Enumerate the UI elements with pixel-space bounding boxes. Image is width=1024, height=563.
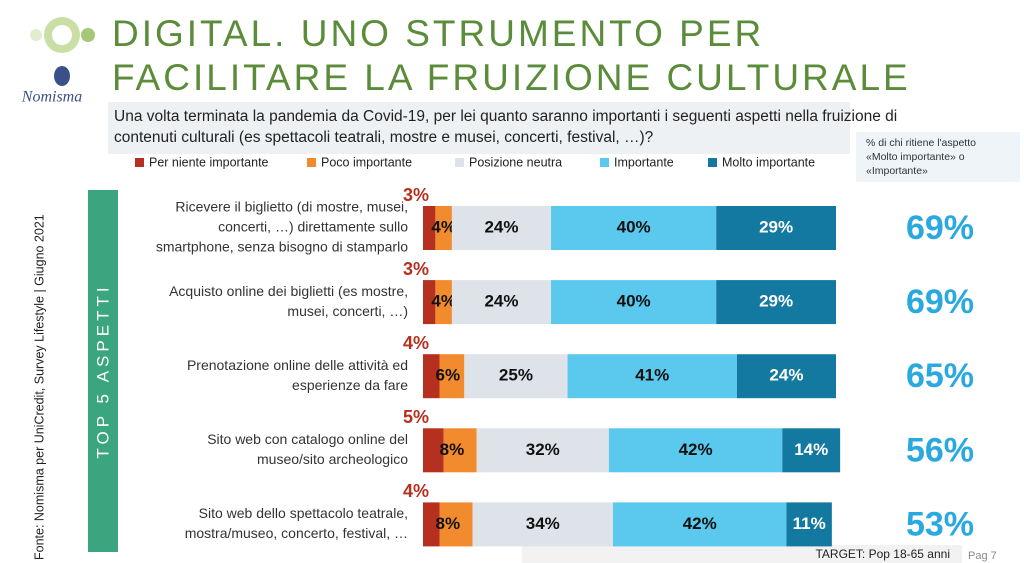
category-label: Sito web con catalogo online del [207, 431, 408, 447]
bar-segment [608, 428, 783, 473]
value-label: 42% [683, 514, 717, 533]
bar-segment [612, 502, 787, 547]
category-label: musei, concerti, …) [287, 303, 408, 319]
legend-label: Per niente importante [149, 155, 269, 169]
top2-value: 69% [906, 209, 974, 247]
value-label: 41% [635, 366, 669, 385]
bar-segment [476, 428, 609, 473]
bar-segment [423, 280, 436, 325]
logo-text: Nomisma [21, 89, 82, 106]
source: Fonte: Nomisma per UniCredit, Survey Lif… [32, 214, 46, 560]
bar-segment [439, 502, 473, 547]
value-label: 6% [436, 366, 461, 385]
subtitle-band [108, 102, 850, 154]
note-line: % di chi ritiene l'aspetto [866, 137, 976, 149]
logo-mark [30, 17, 95, 86]
value-label: 42% [679, 440, 713, 459]
bar-segment [439, 354, 465, 399]
value-label: 14% [794, 440, 828, 459]
legend-swatch [135, 158, 144, 167]
bar-segment [435, 280, 452, 325]
value-label: 3% [403, 185, 429, 205]
bar-segment [451, 206, 552, 250]
category-label: concerti, …) direttamente sullo [218, 219, 408, 235]
bar-segment [551, 280, 717, 325]
bar-segment [443, 428, 477, 473]
bar-segment [782, 428, 841, 473]
value-label: 32% [526, 440, 560, 459]
bar-segment [716, 280, 836, 325]
bar-segment [716, 206, 836, 250]
subtitle-line: Una volta terminata la pandemia da Covid… [114, 108, 897, 125]
value-label: 40% [617, 292, 651, 311]
bar-segment [551, 206, 717, 250]
page-number: Pag 7 [968, 550, 997, 562]
bar-segment [423, 502, 440, 547]
value-label: 3% [403, 259, 429, 279]
legend-swatch [708, 158, 717, 167]
category-label: Acquisto online dei biglietti (es mostre… [169, 283, 408, 299]
bar-segment [423, 206, 436, 250]
note-box [856, 132, 1020, 182]
top2-value: 56% [906, 431, 974, 469]
footer-band [522, 545, 962, 563]
legend-swatch [600, 158, 609, 167]
value-label: 24% [769, 366, 803, 385]
value-label: 4% [403, 333, 429, 353]
target: TARGET: Pop 18-65 anni [815, 547, 950, 561]
bar-segment [736, 354, 836, 399]
top2-value: 65% [906, 357, 974, 395]
category-label: smartphone, senza bisogno di stamparlo [156, 239, 408, 255]
category-label: Sito web dello spettacolo teatrale, [199, 505, 408, 521]
value-label: 8% [436, 514, 461, 533]
legend-swatch [307, 158, 316, 167]
value-label: 8% [440, 440, 465, 459]
bar-segment [423, 428, 444, 473]
value-label: 4% [403, 481, 429, 501]
bar-segment [786, 502, 832, 547]
value-label: 29% [759, 217, 793, 236]
legend-swatch [455, 158, 464, 167]
bar-segment [567, 354, 737, 399]
value-label: 29% [759, 292, 793, 311]
bar-segment [423, 354, 440, 399]
title-line: FACILITARE LA FRUIZIONE CULTURALE [112, 57, 911, 98]
legend-label: Molto importante [722, 155, 815, 169]
category-label: Prenotazione online delle attività ed [187, 357, 408, 373]
top2-value: 69% [906, 283, 974, 321]
bar-segment [464, 354, 568, 399]
subtitle-line: contenuti culturali (es spettacoli teatr… [114, 129, 654, 146]
value-label: 4% [431, 292, 456, 311]
bar-segment [472, 502, 613, 547]
category-label: Ricevere il biglietto (di mostre, musei, [175, 199, 408, 215]
title-line: DIGITAL. UNO STRUMENTO PER [112, 13, 764, 54]
category-label: mostra/museo, concerto, festival, … [185, 525, 408, 541]
legend-label: Posizione neutra [469, 155, 562, 169]
group-label: TOP 5 ASPETTI [93, 283, 112, 458]
category-label: museo/sito archeologico [257, 451, 408, 467]
note-line: «Importante» [866, 165, 928, 177]
value-label: 34% [526, 514, 560, 533]
value-label: 11% [793, 514, 826, 533]
top2-value: 53% [906, 505, 974, 543]
value-label: 4% [431, 217, 456, 236]
bar-segment [451, 280, 552, 325]
legend-label: Importante [614, 155, 674, 169]
category-label: esperienze da fare [292, 377, 408, 393]
bar-segment [435, 206, 452, 250]
value-label: 25% [499, 366, 533, 385]
note-line: «Molto importante» o [866, 151, 965, 163]
value-label: 5% [403, 407, 429, 427]
value-label: 40% [617, 217, 651, 236]
value-label: 24% [484, 217, 518, 236]
group-box [88, 190, 118, 552]
value-label: 24% [484, 292, 518, 311]
legend-label: Poco importante [321, 155, 412, 169]
